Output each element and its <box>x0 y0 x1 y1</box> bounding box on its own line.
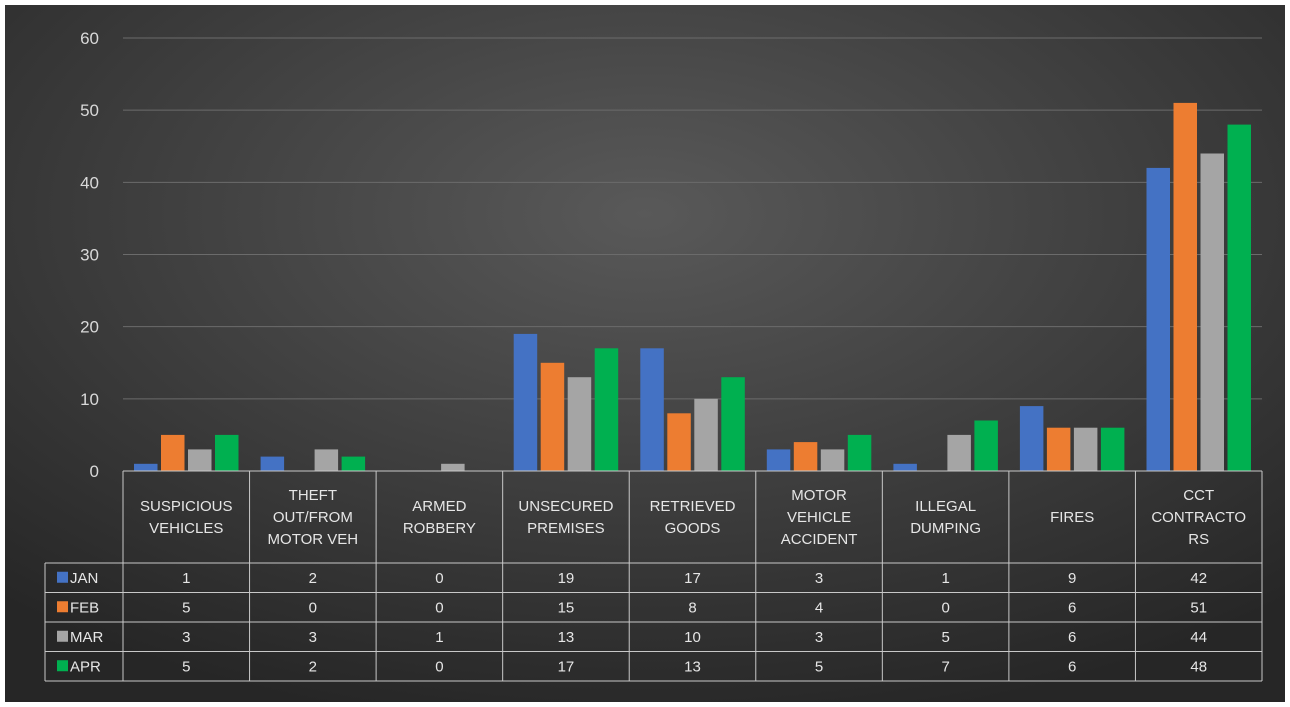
gridlines <box>123 37 1262 400</box>
data-table-cell: 3 <box>182 629 190 646</box>
data-table-cell: 0 <box>309 599 317 616</box>
y-tick-label: 30 <box>80 246 99 265</box>
legend-swatch-apr <box>57 660 68 672</box>
bar-apr <box>721 377 745 471</box>
data-table-cell: 6 <box>1068 599 1076 616</box>
data-table-cell: 1 <box>941 570 949 587</box>
data-table-cell: 5 <box>815 658 823 675</box>
data-table-cell: 3 <box>309 629 317 646</box>
data-table-cell: 3 <box>815 570 823 587</box>
data-table-cell: 17 <box>558 658 575 675</box>
bar-apr <box>341 456 366 471</box>
bar-jan <box>134 463 158 471</box>
y-tick-label: 10 <box>80 390 99 409</box>
bar-jan <box>893 463 917 471</box>
data-table-cell: 9 <box>1068 570 1076 587</box>
y-axis-ticks: 0 10 20 30 40 50 60 <box>80 29 99 481</box>
legend-swatch-jan <box>57 571 68 583</box>
bar-apr <box>847 434 872 471</box>
bar-jan <box>260 456 285 471</box>
y-tick-label: 20 <box>80 318 99 337</box>
data-table-cell: 5 <box>182 658 190 675</box>
category-label: RETRIEVED GOODS <box>650 498 736 537</box>
data-table-cell: 0 <box>435 658 443 675</box>
data-table-cell: 0 <box>941 599 949 616</box>
bar-mar <box>441 463 465 471</box>
bar-jan <box>1019 406 1044 471</box>
data-table-cell: 8 <box>688 599 696 616</box>
data-table-cell: 5 <box>941 629 949 646</box>
bar-series <box>134 102 1251 472</box>
bar-apr <box>974 420 998 471</box>
bar-mar <box>567 377 592 471</box>
bar-jan <box>640 348 664 471</box>
bar-apr <box>594 348 619 471</box>
data-table-cell: 4 <box>815 599 823 616</box>
bar-mar <box>1073 427 1098 471</box>
legend-label-feb: FEB <box>70 599 99 616</box>
data-table-cell: 10 <box>684 629 701 646</box>
category-label: ILLEGAL DUMPING <box>910 498 981 537</box>
data-table-cell: 1 <box>182 570 190 587</box>
category-label: SUSPICIOUS VEHICLES <box>140 498 233 537</box>
legend-swatch-feb <box>57 601 68 613</box>
legend-label-jan: JAN <box>70 570 98 587</box>
bar-feb <box>1173 102 1197 472</box>
data-table-cell: 19 <box>558 570 575 587</box>
data-table-cell: 0 <box>435 599 443 616</box>
bar-mar <box>694 398 718 471</box>
data-table-cell: 15 <box>558 599 575 616</box>
bar-jan <box>513 333 538 471</box>
bar-apr <box>1100 427 1125 471</box>
data-table-cell: 2 <box>309 570 317 587</box>
bar-feb <box>793 442 818 471</box>
data-table-cell: 1 <box>435 629 443 646</box>
data-table-cell: 51 <box>1190 599 1207 616</box>
bar-mar <box>820 449 845 471</box>
data-table-cell: 2 <box>309 658 317 675</box>
data-table-cell: 17 <box>684 570 701 587</box>
data-table-cell: 3 <box>815 629 823 646</box>
bar-apr <box>1227 124 1251 471</box>
data-table-cell: 42 <box>1190 570 1207 587</box>
data-table-cell: 13 <box>558 629 575 646</box>
bar-jan <box>1146 167 1170 471</box>
bar-feb <box>540 362 565 472</box>
data-table-cell: 6 <box>1068 629 1076 646</box>
bar-feb <box>161 434 185 471</box>
category-label: FIRES <box>1050 509 1094 526</box>
legend-label-mar: MAR <box>70 629 104 646</box>
category-label: ARMED ROBBERY <box>403 498 476 537</box>
bar-feb <box>1046 427 1071 471</box>
y-tick-label: 60 <box>80 29 99 48</box>
y-tick-label: 0 <box>90 462 99 481</box>
category-label: THEFT OUT/FROM MOTOR VEH <box>268 487 359 548</box>
bar-apr <box>215 434 239 471</box>
bar-feb <box>667 413 691 471</box>
bar-mar <box>314 449 339 471</box>
category-label: UNSECURED PREMISES <box>518 498 613 537</box>
bar-mar <box>947 434 971 471</box>
bar-jan <box>766 449 791 471</box>
data-table-cell: 48 <box>1190 658 1207 675</box>
data-table-cell: 6 <box>1068 658 1076 675</box>
category-label: CCT CONTRACTO RS <box>1151 487 1246 548</box>
data-table: SUSPICIOUS VEHICLES THEFT OUT/FROM MOTOR VEH… <box>44 470 1263 682</box>
data-table-cell: 5 <box>182 599 190 616</box>
y-tick-label: 50 <box>80 101 99 120</box>
legend-label-apr: APR <box>70 658 101 675</box>
data-table-cell: 44 <box>1190 629 1207 646</box>
data-table-cell: 0 <box>435 570 443 587</box>
y-tick-label: 40 <box>80 173 99 192</box>
data-table-cell: 13 <box>684 658 701 675</box>
bar-mar <box>1200 153 1224 471</box>
data-table-cell: 7 <box>941 658 949 675</box>
category-label: MOTOR VEHICLE ACCIDENT <box>781 487 858 548</box>
legend-swatch-mar <box>57 630 68 642</box>
bar-mar <box>188 449 212 471</box>
